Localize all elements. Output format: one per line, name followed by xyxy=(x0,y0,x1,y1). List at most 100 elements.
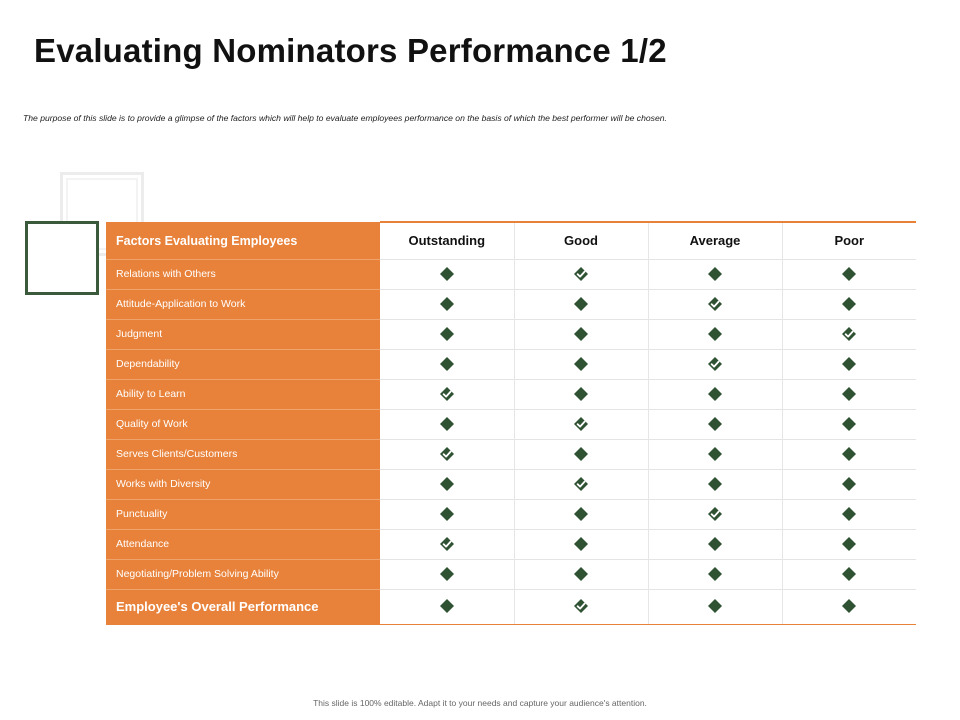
rating-cell-good[interactable] xyxy=(514,258,649,289)
rating-cell-good[interactable] xyxy=(514,498,649,529)
diamond-icon xyxy=(842,266,857,281)
factor-label: Serves Clients/Customers xyxy=(106,438,380,469)
rating-cell-good[interactable] xyxy=(514,468,649,499)
factor-label: Attendance xyxy=(106,528,380,559)
rating-cell-good[interactable] xyxy=(514,378,649,409)
rating-cell-outstanding[interactable] xyxy=(380,348,515,379)
rating-cell-average[interactable] xyxy=(648,588,783,625)
rating-cell-outstanding[interactable] xyxy=(380,288,515,319)
diamond-check-icon xyxy=(574,599,588,614)
factor-label: Works with Diversity xyxy=(106,468,380,499)
diamond-icon xyxy=(708,266,722,281)
diamond-icon xyxy=(439,599,454,614)
rating-cell-poor[interactable] xyxy=(782,378,916,409)
diamond-check-icon xyxy=(439,536,454,551)
rating-cell-outstanding[interactable] xyxy=(380,558,515,589)
factor-label: Dependability xyxy=(106,348,380,379)
slide-title: Evaluating Nominators Performance 1/2 xyxy=(34,32,667,69)
table-row: Judgment xyxy=(106,318,916,349)
rating-cell-good[interactable] xyxy=(514,288,649,319)
rating-cell-poor[interactable] xyxy=(782,438,916,469)
rating-cell-good[interactable] xyxy=(514,588,649,625)
diamond-icon xyxy=(842,386,857,401)
slide-footer: This slide is 100% editable. Adapt it to… xyxy=(313,698,647,708)
rating-cell-average[interactable] xyxy=(648,438,783,469)
table-header-row: Factors Evaluating Employees Outstanding… xyxy=(106,221,916,259)
table-row: Attitude-Application to Work xyxy=(106,288,916,319)
diamond-icon xyxy=(842,446,857,461)
diamond-icon xyxy=(439,356,454,371)
table-body: Relations with Others Attitude-Applicatio… xyxy=(106,258,916,625)
rating-cell-outstanding[interactable] xyxy=(380,408,515,439)
diamond-icon xyxy=(574,536,588,551)
diamond-icon xyxy=(574,356,588,371)
rating-cell-average[interactable] xyxy=(648,468,783,499)
rating-cell-poor[interactable] xyxy=(782,498,916,529)
rating-cell-average[interactable] xyxy=(648,348,783,379)
rating-cell-average[interactable] xyxy=(648,558,783,589)
rating-cell-good[interactable] xyxy=(514,438,649,469)
rating-cell-average[interactable] xyxy=(648,378,783,409)
diamond-icon xyxy=(439,296,454,311)
diamond-icon xyxy=(574,506,588,521)
header-average: Average xyxy=(648,221,783,259)
diamond-icon xyxy=(439,266,454,281)
rating-cell-good[interactable] xyxy=(514,558,649,589)
diamond-icon xyxy=(842,416,857,431)
factor-label: Judgment xyxy=(106,318,380,349)
slide-subtitle: The purpose of this slide is to provide … xyxy=(23,113,667,123)
decorative-square-green xyxy=(25,221,99,295)
diamond-icon xyxy=(708,566,722,581)
rating-cell-poor[interactable] xyxy=(782,288,916,319)
rating-cell-poor[interactable] xyxy=(782,468,916,499)
table-row: Serves Clients/Customers xyxy=(106,438,916,469)
rating-cell-good[interactable] xyxy=(514,318,649,349)
diamond-icon xyxy=(842,506,857,521)
factor-label: Punctuality xyxy=(106,498,380,529)
factor-label: Employee's Overall Performance xyxy=(106,588,380,625)
table-row: Employee's Overall Performance xyxy=(106,588,916,625)
rating-cell-good[interactable] xyxy=(514,528,649,559)
rating-cell-average[interactable] xyxy=(648,498,783,529)
rating-cell-outstanding[interactable] xyxy=(380,438,515,469)
table-row: Punctuality xyxy=(106,498,916,529)
header-poor: Poor xyxy=(782,221,916,259)
table-row: Relations with Others xyxy=(106,258,916,289)
diamond-icon xyxy=(842,476,857,491)
rating-cell-poor[interactable] xyxy=(782,528,916,559)
diamond-icon xyxy=(439,476,454,491)
rating-cell-outstanding[interactable] xyxy=(380,498,515,529)
rating-cell-average[interactable] xyxy=(648,528,783,559)
rating-cell-poor[interactable] xyxy=(782,588,916,625)
rating-cell-poor[interactable] xyxy=(782,258,916,289)
rating-cell-poor[interactable] xyxy=(782,348,916,379)
table-row: Attendance xyxy=(106,528,916,559)
diamond-icon xyxy=(574,386,588,401)
header-good: Good xyxy=(514,221,649,259)
rating-cell-good[interactable] xyxy=(514,348,649,379)
evaluation-table: Factors Evaluating Employees Outstanding… xyxy=(106,221,916,625)
rating-cell-poor[interactable] xyxy=(782,558,916,589)
diamond-icon xyxy=(574,566,588,581)
header-factor: Factors Evaluating Employees xyxy=(106,221,380,259)
rating-cell-average[interactable] xyxy=(648,258,783,289)
diamond-icon xyxy=(574,296,588,311)
rating-cell-average[interactable] xyxy=(648,408,783,439)
factor-label: Ability to Learn xyxy=(106,378,380,409)
diamond-check-icon xyxy=(574,416,588,431)
rating-cell-outstanding[interactable] xyxy=(380,318,515,349)
rating-cell-poor[interactable] xyxy=(782,318,916,349)
diamond-check-icon xyxy=(439,386,454,401)
rating-cell-poor[interactable] xyxy=(782,408,916,439)
rating-cell-outstanding[interactable] xyxy=(380,588,515,625)
rating-cell-average[interactable] xyxy=(648,288,783,319)
rating-cell-outstanding[interactable] xyxy=(380,468,515,499)
rating-cell-average[interactable] xyxy=(648,318,783,349)
rating-cell-outstanding[interactable] xyxy=(380,258,515,289)
diamond-icon xyxy=(708,536,722,551)
rating-cell-good[interactable] xyxy=(514,408,649,439)
rating-cell-outstanding[interactable] xyxy=(380,528,515,559)
factor-label: Negotiating/Problem Solving Ability xyxy=(106,558,380,589)
diamond-icon xyxy=(439,416,454,431)
rating-cell-outstanding[interactable] xyxy=(380,378,515,409)
